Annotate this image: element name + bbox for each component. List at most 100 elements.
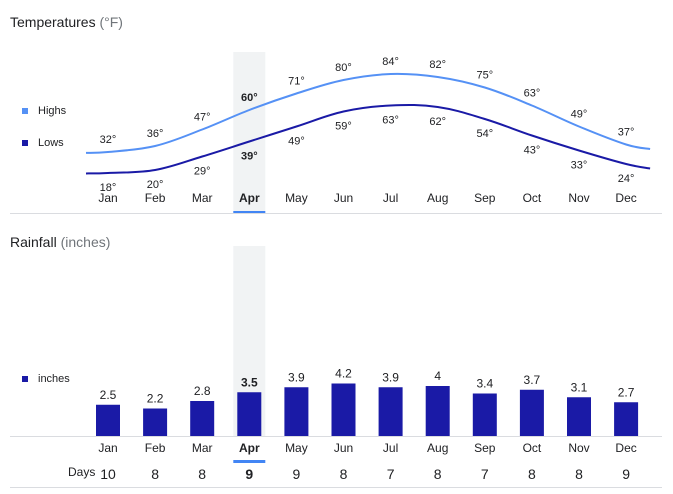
temperatures-unit: (°F) (99, 14, 123, 30)
low-label-jul: 63° (382, 115, 399, 127)
legend-lows: Lows (22, 137, 64, 149)
rain-month-label-nov[interactable]: Nov (568, 441, 589, 455)
rain-bar-oct[interactable] (519, 389, 544, 436)
rain-value-nov: 3.1 (571, 380, 588, 394)
rain-month-label-dec[interactable]: Dec (615, 441, 636, 455)
high-label-mar: 47° (194, 112, 211, 124)
temperatures-title: Temperatures (°F) (10, 14, 123, 30)
rain-days-sep: 7 (481, 466, 489, 482)
temp-month-label-may[interactable]: May (285, 191, 308, 205)
rain-days-dec: 9 (622, 466, 630, 482)
rain-days-jul: 7 (387, 466, 395, 482)
rain-value-sep: 3.4 (476, 377, 493, 391)
rain-month-label-may[interactable]: May (285, 441, 308, 455)
temp-month-label-jul[interactable]: Jul (383, 191, 398, 205)
temp-month-label-jun[interactable]: Jun (334, 191, 353, 205)
temperatures-title-text: Temperatures (10, 14, 96, 30)
temp-month-label-nov[interactable]: Nov (568, 191, 589, 205)
legend-inches-swatch (22, 376, 28, 382)
rain-value-jul: 3.9 (382, 370, 399, 384)
low-label-apr: 39° (241, 151, 258, 163)
rain-bar-feb[interactable] (143, 408, 168, 437)
rainfall-title: Rainfall (inches) (10, 234, 110, 250)
temp-month-label-apr[interactable]: Apr (239, 191, 260, 205)
rainfall-chart[interactable]: 2.5 Jan 10 2.2 Feb 8 2.8 Mar 8 3.5 Apr 9 3.9 May 9 4.2 J… (0, 220, 673, 494)
rain-month-label-jun[interactable]: Jun (334, 441, 353, 455)
rain-bar-dec[interactable] (614, 402, 639, 436)
rain-month-label-sep[interactable]: Sep (474, 441, 496, 455)
rainfall-axis-divider (10, 436, 662, 437)
rain-days-mar: 8 (198, 466, 206, 482)
rain-value-jan: 2.5 (100, 388, 117, 402)
rain-value-feb: 2.2 (147, 392, 164, 406)
rain-bar-may[interactable] (284, 387, 309, 436)
rain-bar-sep[interactable] (472, 393, 497, 437)
legend-highs: Highs (22, 105, 66, 117)
days-label: Days (68, 465, 96, 479)
low-label-may: 49° (288, 136, 305, 148)
rain-month-label-jul[interactable]: Jul (383, 441, 398, 455)
rain-month-label-mar[interactable]: Mar (192, 441, 213, 455)
rain-value-may: 3.9 (288, 370, 305, 384)
low-label-sep: 54° (476, 128, 493, 140)
rain-bar-aug[interactable] (425, 386, 450, 436)
high-label-jun: 80° (335, 62, 352, 74)
rain-days-jan: 10 (100, 466, 116, 482)
temp-month-label-jan[interactable]: Jan (98, 191, 117, 205)
rain-days-jun: 8 (340, 466, 348, 482)
rain-bar-mar[interactable] (190, 401, 215, 436)
temperature-chart[interactable]: 32° 36° 47° 60° 71° 80° 84° 82° 75° 63° 49° 37° 18° 2… (0, 0, 673, 220)
temp-month-label-mar[interactable]: Mar (192, 191, 213, 205)
legend-lows-swatch (22, 140, 28, 146)
rain-bar-apr[interactable] (237, 392, 262, 436)
rain-month-label-apr[interactable]: Apr (239, 441, 260, 455)
temp-month-label-dec[interactable]: Dec (615, 191, 636, 205)
rain-month-label-oct[interactable]: Oct (523, 441, 542, 455)
temp-month-label-sep[interactable]: Sep (474, 191, 496, 205)
legend-inches: inches (22, 373, 70, 385)
low-label-dec: 24° (618, 173, 635, 185)
high-label-sep: 75° (476, 70, 493, 82)
rain-bar-nov[interactable] (567, 397, 591, 436)
high-label-may: 71° (288, 76, 305, 88)
rain-value-oct: 3.7 (524, 373, 541, 387)
high-label-nov: 49° (571, 109, 588, 121)
rain-days-apr: 9 (245, 466, 253, 482)
rainfall-bottom-divider (10, 487, 662, 488)
lows-line (85, 103, 651, 175)
low-label-oct: 43° (524, 145, 541, 157)
temp-month-label-feb[interactable]: Feb (145, 191, 166, 205)
temperatures-divider (10, 213, 662, 214)
low-label-jun: 59° (335, 121, 352, 133)
temp-selected-indicator (233, 211, 266, 214)
high-label-jul: 84° (382, 56, 399, 68)
low-label-nov: 33° (571, 160, 588, 172)
rain-bar-jun[interactable] (331, 383, 356, 437)
highs-line (85, 72, 651, 154)
high-label-aug: 82° (429, 59, 446, 71)
rain-days-nov: 8 (575, 466, 583, 482)
legend-highs-swatch (22, 108, 28, 114)
legend-highs-label: Highs (38, 105, 67, 117)
rain-bar-jul[interactable] (378, 387, 403, 436)
high-label-apr: 60° (241, 92, 258, 104)
rain-bar-jan[interactable] (96, 404, 120, 436)
rain-value-jun: 4.2 (335, 367, 352, 381)
low-label-aug: 62° (429, 116, 446, 128)
rain-value-dec: 2.7 (618, 385, 635, 399)
rainfall-unit: (inches) (60, 234, 111, 250)
high-label-oct: 63° (524, 88, 541, 100)
temp-month-label-oct[interactable]: Oct (523, 191, 542, 205)
high-label-feb: 36° (147, 128, 164, 140)
high-label-jan: 32° (100, 134, 117, 146)
rain-month-label-aug[interactable]: Aug (427, 441, 448, 455)
low-label-jan: 18° (100, 182, 117, 194)
rain-month-label-feb[interactable]: Feb (145, 441, 166, 455)
rain-days-oct: 8 (528, 466, 536, 482)
temp-month-label-aug[interactable]: Aug (427, 191, 448, 205)
rain-value-mar: 2.8 (194, 384, 211, 398)
rain-month-label-jan[interactable]: Jan (98, 441, 117, 455)
rain-days-may: 9 (293, 466, 301, 482)
rainfall-title-text: Rainfall (10, 234, 57, 250)
low-label-feb: 20° (147, 179, 164, 191)
